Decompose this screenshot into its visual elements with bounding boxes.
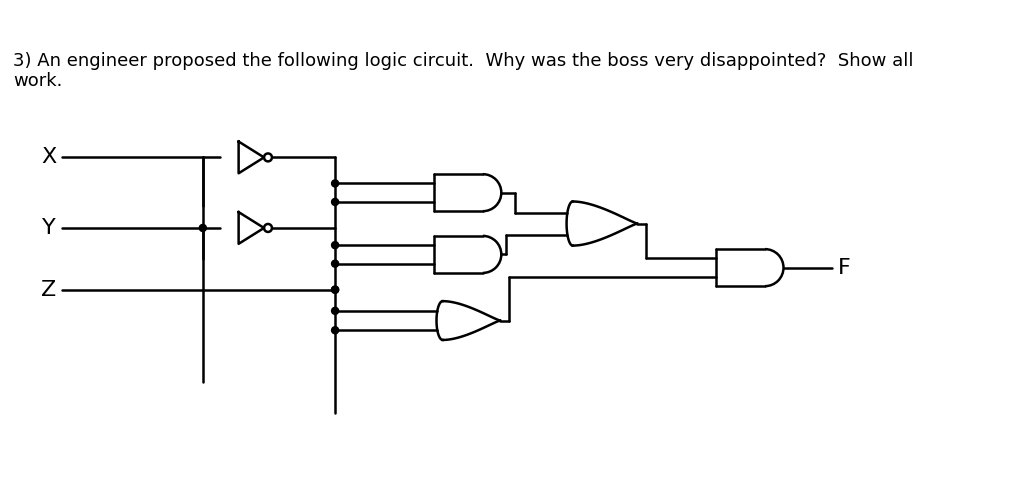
Circle shape [332, 260, 339, 267]
Text: 3) An engineer proposed the following logic circuit.  Why was the boss very disa: 3) An engineer proposed the following lo… [13, 52, 913, 90]
Text: Y: Y [42, 218, 55, 238]
Circle shape [200, 224, 207, 232]
Circle shape [332, 308, 339, 314]
Circle shape [332, 326, 339, 334]
Text: X: X [41, 148, 56, 168]
Circle shape [332, 242, 339, 248]
Text: Z: Z [41, 280, 56, 299]
Circle shape [332, 198, 339, 205]
Circle shape [332, 286, 339, 293]
Text: F: F [839, 258, 851, 278]
Circle shape [332, 180, 339, 187]
Circle shape [332, 286, 339, 293]
